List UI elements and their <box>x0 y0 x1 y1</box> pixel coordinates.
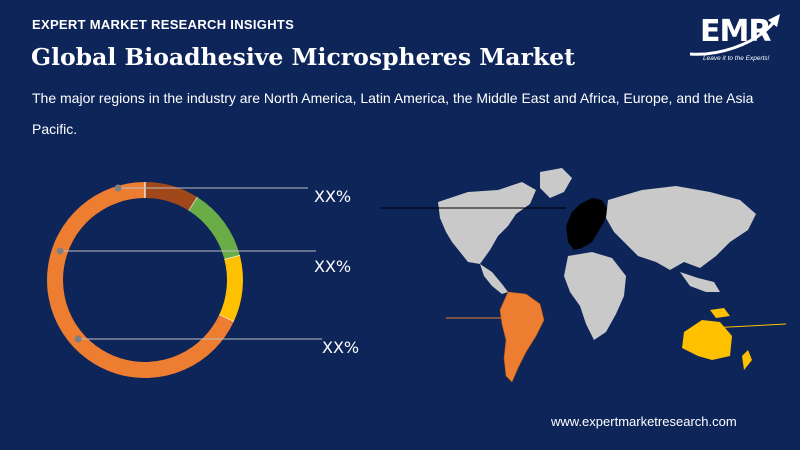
leader-lines <box>56 184 322 343</box>
kicker-text: EXPERT MARKET RESEARCH INSIGHTS <box>32 17 295 32</box>
leader-dot-2 <box>56 247 64 255</box>
map-greenland <box>540 168 572 198</box>
map-central-america <box>480 264 508 294</box>
leader-dot-1 <box>114 184 122 192</box>
map-leader-asia-pacific <box>709 323 787 329</box>
donut-segment-4 <box>47 182 234 378</box>
map-australia <box>682 320 732 360</box>
donut-segment-3 <box>219 255 243 322</box>
map-north-america <box>438 182 536 264</box>
donut-segments <box>47 182 243 378</box>
logo-tagline: Leave it to the Experts! <box>703 55 770 62</box>
emr-logo: EMR Leave it to the Experts! <box>676 10 786 70</box>
chart-label-3: XX% <box>322 338 359 357</box>
map-africa <box>564 252 626 340</box>
page-title: Global Bioadhesive Microspheres Market <box>31 43 575 71</box>
donut-separator-3 <box>218 314 234 323</box>
logo-text: EMR <box>700 14 771 49</box>
description-text: The major regions in the industry are No… <box>32 90 754 137</box>
chart-label-2: XX% <box>314 257 351 276</box>
chart-label-1: XX% <box>314 187 351 206</box>
leader-dot-3 <box>74 335 82 343</box>
map-papua <box>710 308 730 318</box>
world-map <box>380 168 787 383</box>
donut-segment-1 <box>144 182 198 211</box>
map-europe <box>566 198 608 250</box>
map-latin-america <box>499 291 545 383</box>
logo-arrow-icon <box>689 14 780 56</box>
map-southeast-asia <box>680 272 720 292</box>
map-asia <box>606 186 756 270</box>
map-new-zealand <box>742 350 752 370</box>
footer-url[interactable]: www.expertmarketresearch.com <box>551 414 737 429</box>
donut-segment-2 <box>188 197 240 260</box>
donut-chart: XX% XX% XX% <box>47 182 359 378</box>
